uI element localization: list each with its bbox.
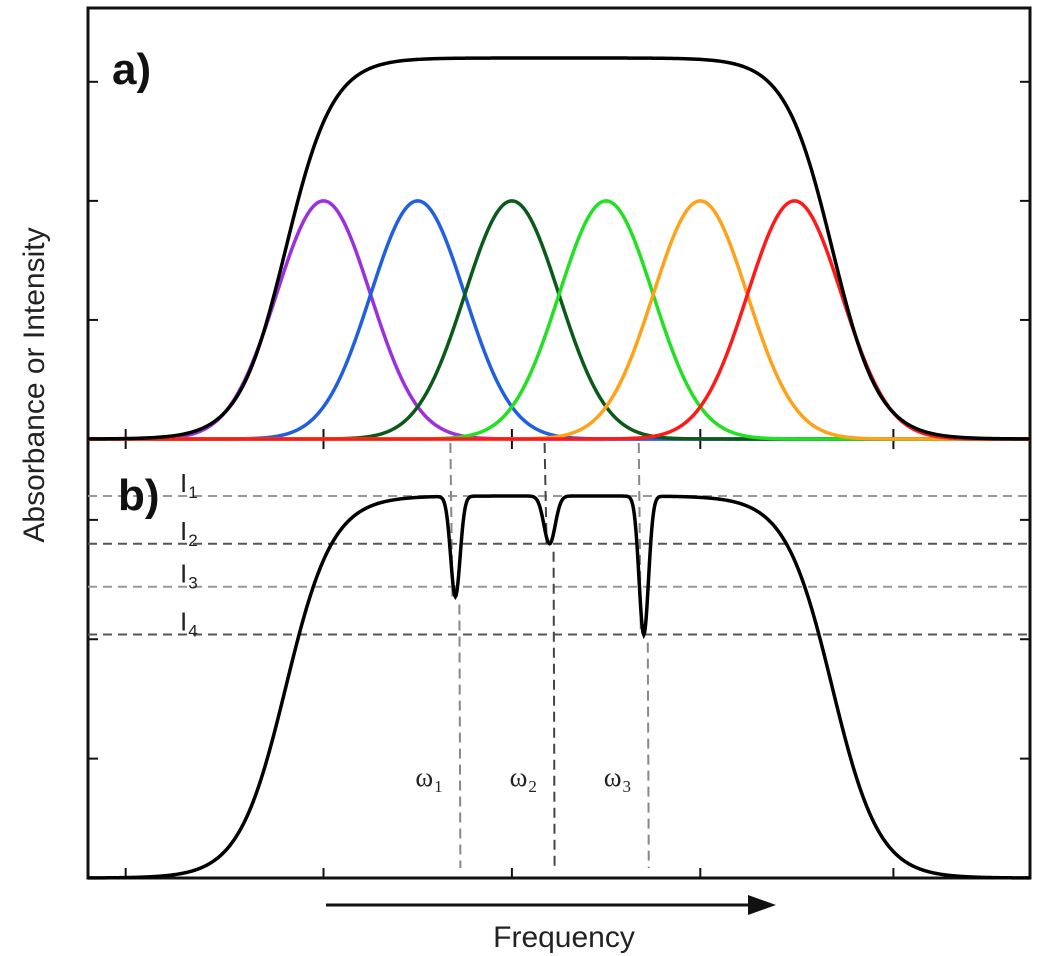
axis-ticks — [88, 80, 1030, 878]
intensity-levels: I1 I2 I3 I4 — [88, 468, 1030, 640]
envelope-curve-a — [88, 56, 1030, 441]
envelope-curves — [88, 56, 1030, 880]
intensity-level-label-3: I3 — [180, 559, 198, 593]
panel-a-label: a) — [112, 45, 151, 94]
plot-frame — [86, 6, 1032, 880]
figure-frame — [86, 6, 1032, 880]
frequency-arrow — [326, 895, 776, 915]
absorption-series — [88, 199, 1030, 441]
marker-line-bottom-3 — [646, 642, 650, 869]
x-axis-title: Frequency — [493, 921, 635, 954]
absorption-band-5 — [88, 199, 1030, 441]
panel-b-label: b) — [118, 471, 160, 520]
marker-line-bottom-2 — [552, 551, 556, 869]
frequency-marker-label-2: ω2 — [510, 762, 537, 796]
marker-line-top-2 — [543, 442, 548, 544]
y-axis-title: Absorbance or Intensity — [18, 227, 51, 542]
marker-line-bottom-1 — [458, 604, 462, 869]
transmitted-intensity-curve — [88, 494, 1030, 880]
frequency-markers: ω1 ω2 ω3 — [415, 442, 650, 869]
frequency-marker-label-1: ω1 — [415, 762, 442, 796]
marker-line-top-1 — [449, 442, 454, 597]
absorption-band-2 — [88, 199, 1030, 441]
absorption-band-6 — [88, 199, 1030, 441]
intensity-level-label-2: I2 — [180, 516, 198, 550]
absorption-band-3 — [88, 199, 1030, 441]
intensity-level-label-1: I1 — [180, 468, 198, 502]
absorption-band-1 — [88, 199, 1030, 441]
intensity-level-label-4: I4 — [180, 606, 198, 640]
absorption-band-4 — [88, 199, 1030, 441]
frequency-marker-label-3: ω3 — [604, 762, 631, 796]
